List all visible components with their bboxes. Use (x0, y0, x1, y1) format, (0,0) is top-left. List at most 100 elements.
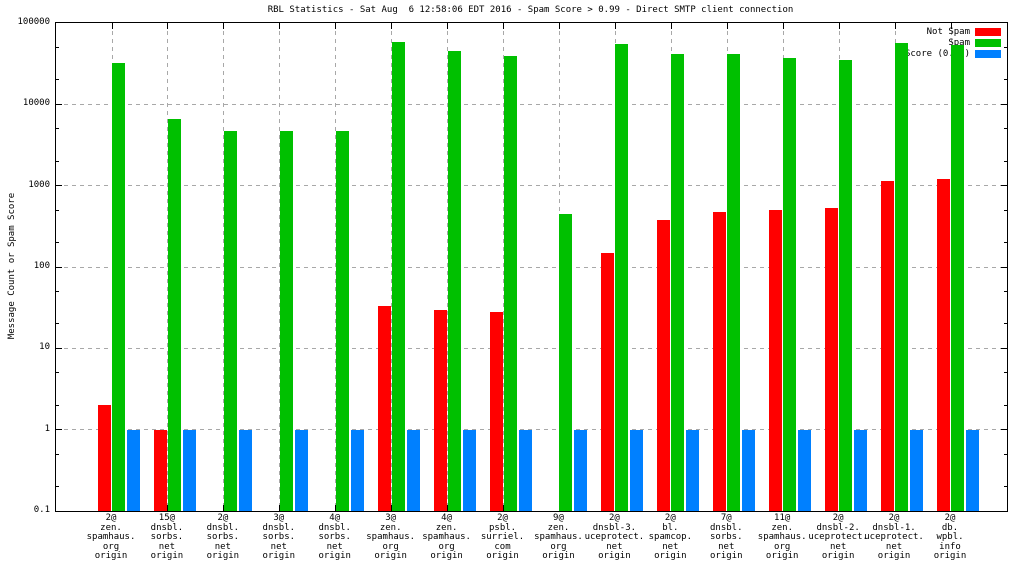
bar-score-0-1-10 (630, 429, 644, 511)
x-tick-label-line: db. (941, 522, 959, 533)
x-tick-label-line: dnsbl-3. (592, 522, 637, 533)
x-tick-label-line: zen. (379, 522, 402, 533)
bar-score-0-1-14 (854, 429, 868, 511)
x-tick-label: 11@ zen. spamhaus. org origin (737, 513, 827, 562)
x-tick-label-line: org (774, 541, 791, 552)
bar-not-spam-13 (769, 210, 783, 511)
x-tick-label-line: spamhaus. (86, 532, 136, 542)
x-tick-label-line: 2@ (888, 513, 900, 523)
gridline-h (56, 347, 1007, 349)
x-tick-label-line: origin (654, 551, 687, 561)
x-tick-label: 2@ db. wpbl. info origin (905, 513, 995, 562)
x-tick-label-line: net (270, 541, 287, 552)
x-tick-label-line: net (606, 541, 623, 552)
gridline-h (56, 103, 1007, 105)
x-tick-label-line: origin (262, 551, 296, 561)
x-tick-label: 2@ dnsbl-2. uceprotect. net origin (793, 513, 883, 562)
gridline-h (56, 185, 1007, 187)
x-tick-top (167, 23, 169, 29)
x-tick-label-line: sorbs. (150, 532, 184, 542)
y-minor-tick-right (1004, 160, 1007, 162)
y-minor-tick-right (1004, 242, 1007, 244)
x-tick-label-line: 3@ (385, 513, 397, 523)
x-tick-label-line: origin (94, 551, 128, 561)
y-tick-label: 0.1 (33, 505, 50, 515)
bar-score-0-1-5 (350, 429, 364, 511)
bar-not-spam-14 (825, 208, 839, 511)
x-tick-label-line: info (939, 541, 961, 552)
legend-swatch (975, 38, 1001, 47)
x-tick-label: 2@ dnsbl. sorbs. net origin (178, 513, 268, 562)
bar-spam-9 (559, 213, 573, 511)
bar-not-spam-15 (881, 180, 895, 511)
y-minor-tick-left (56, 323, 59, 325)
y-minor-tick-right (1004, 404, 1007, 406)
x-tick-top (391, 23, 393, 29)
x-tick-label-line: sorbs. (318, 532, 351, 542)
y-minor-tick-left (56, 242, 59, 244)
x-tick-label-line: sorbs. (710, 532, 743, 542)
bar-not-spam-6 (377, 306, 391, 511)
x-tick-label-line: origin (933, 551, 967, 561)
x-tick-label-line: dnsbl. (710, 522, 743, 533)
x-tick-label: 2@ bl. spamcop. net origin (625, 513, 715, 562)
x-tick-label: 3@ zen. spamhaus. org origin (346, 513, 436, 562)
y-minor-tick-right (1004, 209, 1007, 211)
x-tick-label-line: 11@ (774, 513, 791, 523)
x-tick-label-line: 2@ (944, 513, 956, 523)
x-tick-label-line: surriel. (480, 532, 525, 542)
x-tick-label-line: dnsbl-2. (816, 522, 860, 533)
bar-score-0-1-1 (127, 429, 140, 511)
x-tick-label-line: 2@ (217, 513, 229, 523)
x-tick-label-line: spamhaus. (422, 532, 471, 542)
x-tick-label-line: origin (542, 551, 575, 561)
y-minor-tick-left (56, 404, 59, 406)
bar-spam-7 (447, 51, 461, 511)
bar-not-spam-10 (601, 252, 615, 511)
y-minor-tick-left (56, 79, 59, 81)
bar-score-0-1-6 (406, 429, 420, 511)
bar-score-0-1-13 (798, 429, 812, 511)
bar-not-spam-8 (489, 311, 503, 511)
x-tick-label: 2@ zen. spamhaus. org origin (66, 513, 156, 562)
x-tick-label: 2@ dnsbl-1. uceprotect. net origin (849, 513, 939, 562)
x-tick-top (503, 23, 505, 29)
x-tick-label-line: psbl. (488, 522, 517, 533)
bar-spam-11 (671, 54, 685, 511)
x-tick-top (894, 23, 896, 29)
x-tick-label-line: origin (430, 551, 463, 561)
y-minor-tick-right (1004, 290, 1007, 292)
chart-title: RBL Statistics - Sat Aug 6 12:58:06 EDT … (267, 5, 794, 15)
y-minor-tick-right (1004, 486, 1007, 488)
y-minor-tick-right (1004, 372, 1007, 374)
x-tick-label: 15@ dnsbl. sorbs. net origin (122, 513, 212, 562)
x-tick-label-line: net (829, 541, 847, 552)
y-major-tick-right (1001, 347, 1007, 349)
x-tick-label-line: origin (150, 551, 184, 561)
x-tick-label: 9@ zen. spamhaus. org origin (513, 513, 603, 562)
bar-score-0-1-12 (742, 429, 756, 511)
x-tick-label-line: sorbs. (262, 532, 296, 542)
x-tick-label-line: 7@ (720, 513, 732, 523)
bar-not-spam-16 (937, 179, 950, 511)
x-tick-label: 2@ psbl. surriel. com origin (458, 513, 548, 562)
bar-not-spam-7 (433, 309, 447, 511)
bar-score-0-1-2 (182, 429, 196, 511)
x-tick-top (223, 23, 225, 29)
x-tick-label-line: 2@ (832, 513, 844, 523)
legend-label: Spam (948, 37, 970, 48)
x-tick-label-line: zen. (771, 522, 794, 533)
x-tick-label-line: dnsbl. (318, 522, 351, 533)
x-tick-label-line: org (382, 541, 399, 552)
x-tick-label-line: zen. (100, 522, 122, 533)
x-tick-label-line: net (885, 541, 903, 552)
x-tick-label-line: 4@ (441, 513, 453, 523)
y-tick-label: 1000 (28, 179, 50, 190)
y-major-tick-right (1001, 185, 1007, 187)
y-minor-tick-left (56, 486, 59, 488)
x-tick-top (726, 23, 728, 29)
x-tick-label-line: origin (318, 551, 351, 561)
y-tick-label: 1 (44, 423, 50, 434)
x-tick-label-line: 2@ (497, 513, 508, 523)
x-tick-label-line: origin (486, 551, 519, 561)
